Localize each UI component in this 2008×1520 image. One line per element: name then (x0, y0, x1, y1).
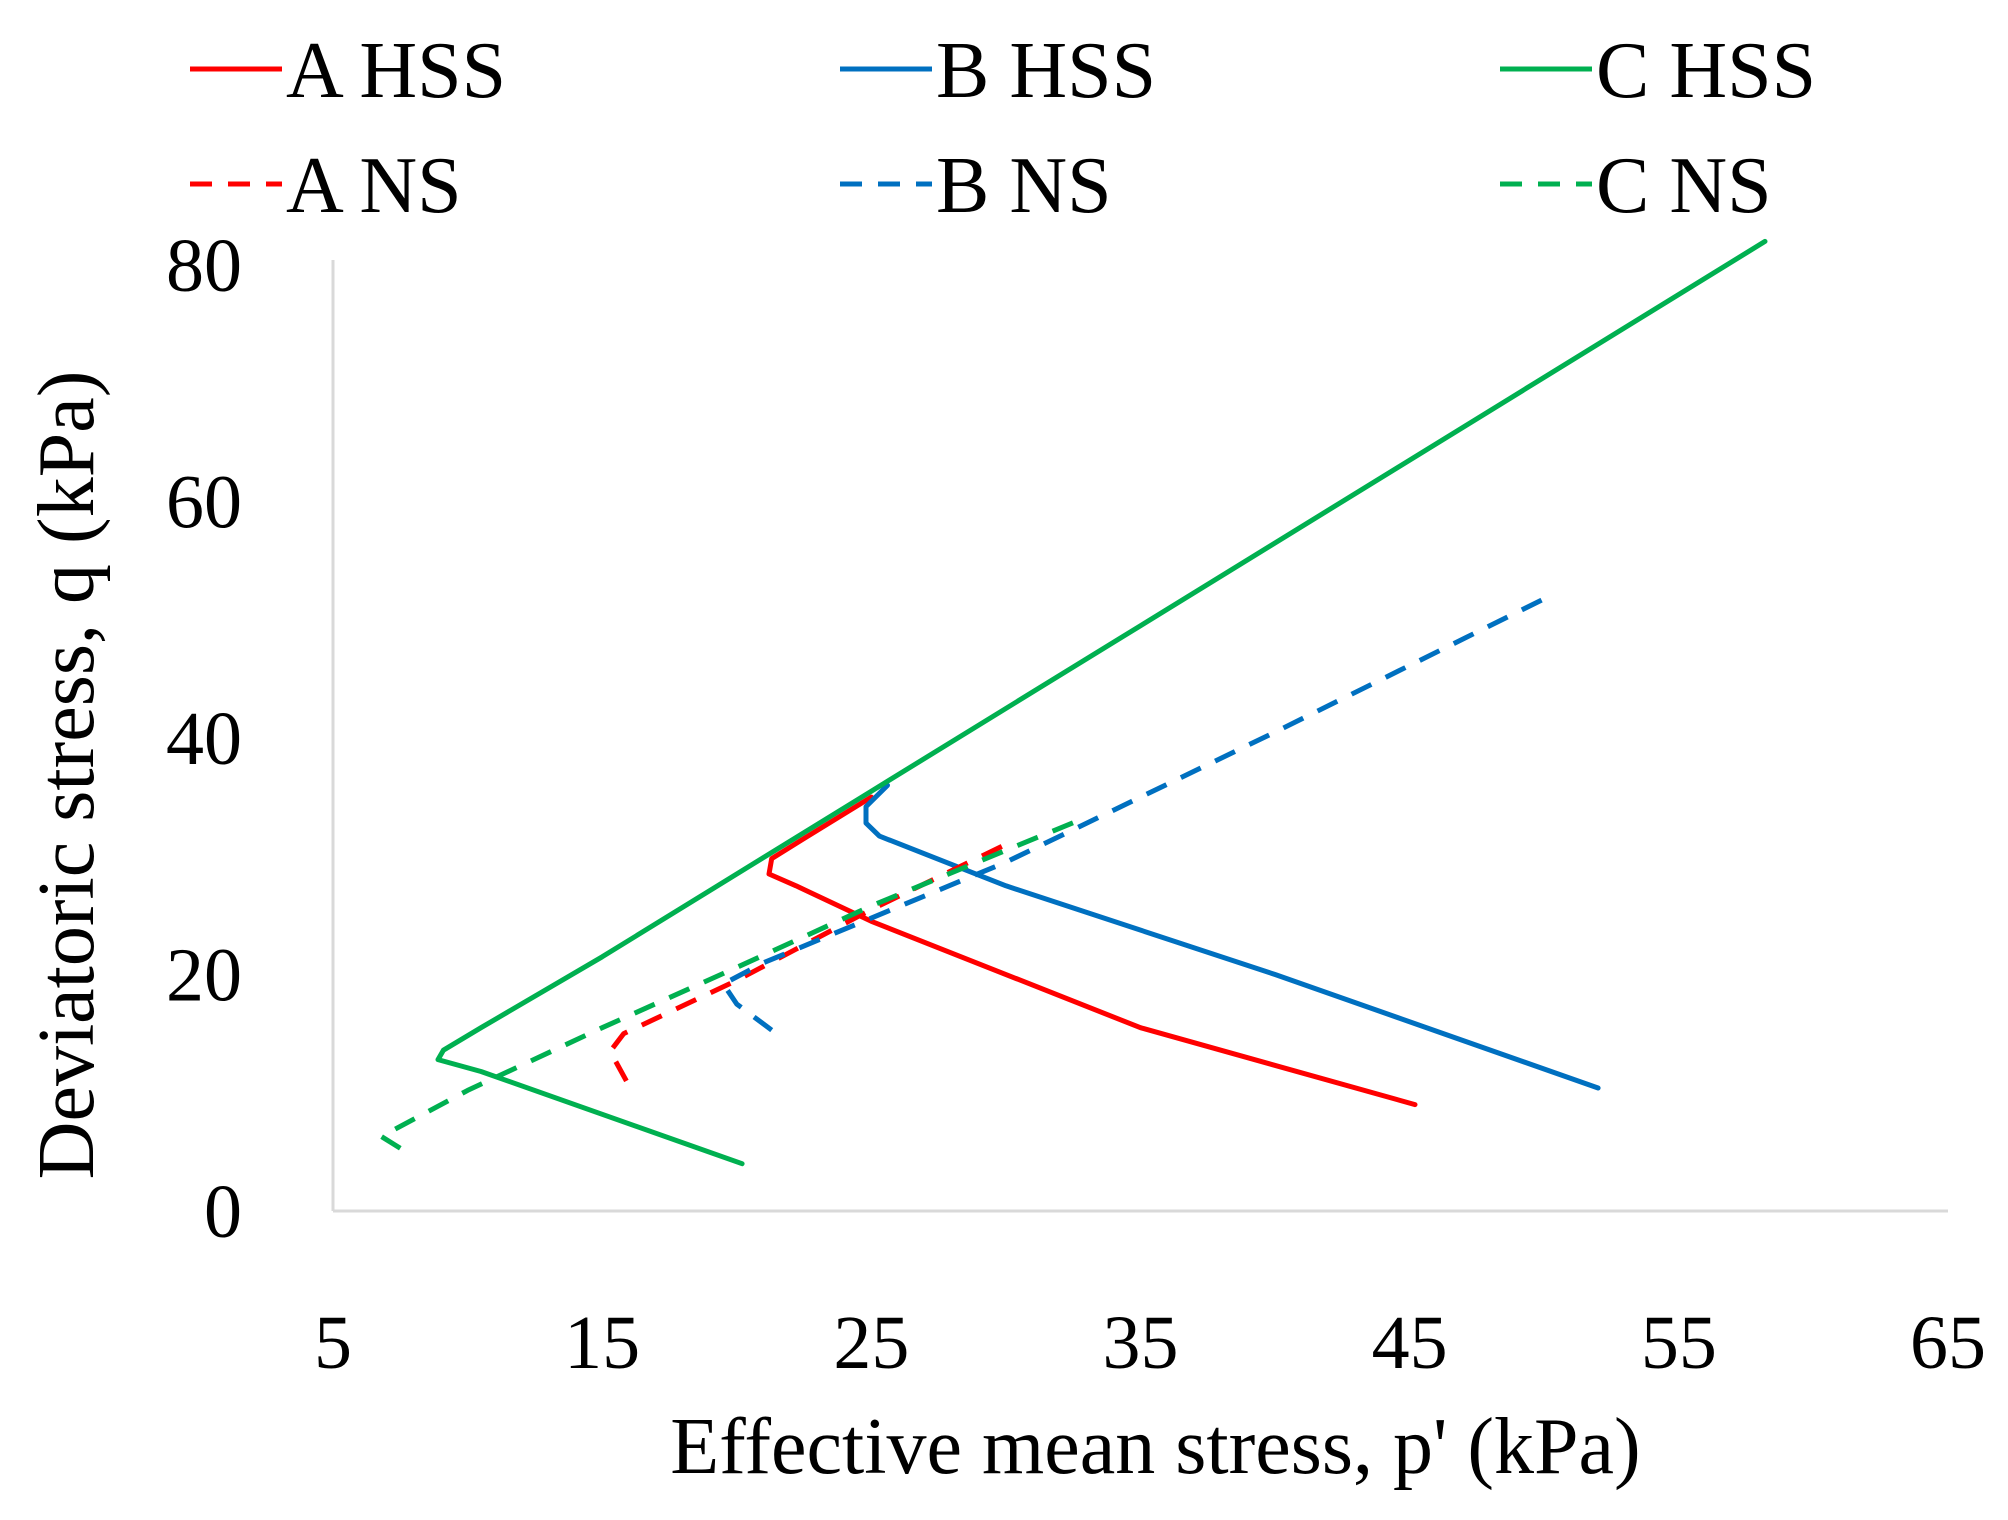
tick-labels: 5 15 25 35 45 55 65 0 20 40 60 80 (166, 224, 1986, 1385)
y-tick-label: 0 (204, 1170, 242, 1254)
legend-label-a-ns: A NS (286, 142, 462, 230)
y-axis-title: Deviatoric stress, q (kPa) (23, 371, 111, 1180)
legend: A HSS B HSS C HSS A NS B NS C NS (190, 27, 1816, 230)
legend-label-b-ns: B NS (936, 142, 1112, 230)
x-tick-label: 25 (833, 1301, 909, 1385)
x-tick-label: 15 (564, 1301, 640, 1385)
legend-label-c-hss: C HSS (1596, 27, 1816, 115)
x-tick-label: 65 (1910, 1301, 1986, 1385)
y-tick-label: 60 (166, 461, 242, 545)
series-line-b-ns (720, 593, 1551, 1033)
series-line-a-ns (607, 842, 1007, 1083)
legend-label-a-hss: A HSS (286, 27, 506, 115)
series-line-c-ns (378, 814, 1088, 1151)
series-line-b-hss (863, 782, 1601, 1091)
axes (331, 260, 1948, 1213)
series-line-a-hss (766, 794, 1418, 1108)
legend-label-b-hss: B HSS (936, 27, 1156, 115)
y-tick-label: 80 (166, 224, 242, 308)
legend-label-c-ns: C NS (1596, 142, 1772, 230)
x-tick-label: 55 (1641, 1301, 1717, 1385)
x-tick-label: 5 (314, 1301, 352, 1385)
y-tick-label: 20 (166, 934, 242, 1018)
x-axis-title: Effective mean stress, p' (kPa) (670, 1403, 1640, 1491)
y-tick-label: 40 (166, 697, 242, 781)
series-lines (378, 238, 1768, 1167)
x-tick-label: 35 (1103, 1301, 1179, 1385)
axis-titles: Effective mean stress, p' (kPa) Deviator… (23, 371, 1641, 1491)
x-tick-label: 45 (1372, 1301, 1448, 1385)
series-line-c-hss (435, 238, 1768, 1167)
